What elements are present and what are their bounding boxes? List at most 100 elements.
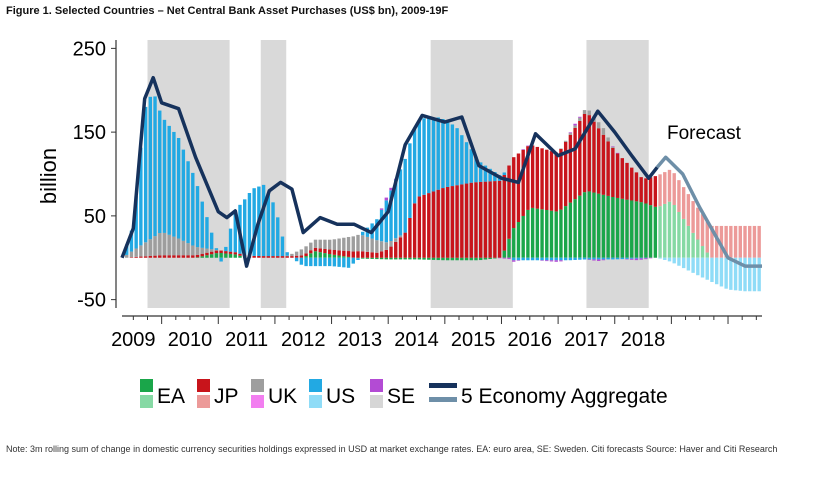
bar-jp-2009.72 — [200, 253, 204, 257]
shaded-period-1 — [260, 40, 287, 308]
aggregate-line — [120, 75, 762, 268]
bar-us-2017.05 — [615, 257, 620, 260]
bar-us-2009.47 — [186, 161, 190, 244]
bar-jp-2010.38 — [238, 253, 242, 256]
bar-jp-2016.05 — [559, 148, 563, 210]
bar-uk-2009.55 — [191, 245, 195, 256]
bar-ea-2012.13 — [337, 255, 341, 258]
bar-ea-2012.72 — [370, 257, 374, 259]
bar-uk-2016.22 — [568, 133, 573, 135]
bar-se-2016.38 — [578, 116, 582, 118]
bar-ea-2009.63 — [195, 257, 200, 258]
bar-se-2014.97 — [497, 257, 502, 259]
x-tick-label: 2017 — [564, 329, 609, 351]
bar-us-2019.55 — [757, 257, 761, 292]
bar-uk-2012.13 — [337, 238, 341, 251]
bar-us-2016.88 — [606, 257, 610, 260]
bar-jp-2017.88 — [663, 172, 667, 204]
bar-jp-2014.88 — [493, 181, 497, 258]
bar-jp-2019.47 — [752, 225, 757, 258]
bar-us-2016.55 — [587, 257, 591, 260]
bar-us-2015.63 — [535, 257, 540, 261]
bar-ea-2016.88 — [606, 195, 610, 258]
bar-us-2009.30 — [176, 137, 181, 239]
bar-jp-2016.55 — [587, 115, 591, 192]
bar-ea-2012.22 — [342, 256, 346, 258]
bar-us-2017.13 — [620, 257, 624, 260]
bar-us-2012.97 — [384, 200, 389, 243]
bar-us-2010.13 — [224, 246, 228, 252]
bar-uk-2009.30 — [176, 238, 181, 256]
bar-ea-2018.22 — [681, 218, 686, 258]
bar-ea-2013.63 — [422, 257, 426, 260]
bar-jp-2012.47 — [356, 251, 360, 258]
bar-us-2013.97 — [441, 119, 445, 189]
bar-us-2018.47 — [696, 257, 700, 276]
bar-ea-2015.97 — [554, 211, 558, 258]
bar-jp-2013.80 — [431, 191, 436, 258]
bar-us-2008.88 — [153, 96, 157, 237]
bar-us-2013.63 — [422, 118, 426, 195]
bar-jp-2011.38 — [294, 255, 299, 258]
bar-ea-2014.55 — [474, 257, 478, 261]
bar-us-2012.05 — [332, 257, 337, 267]
bar-us-2013.22 — [398, 169, 403, 236]
bar-jp-2015.05 — [502, 175, 506, 251]
bar-jp-2012.30 — [346, 251, 351, 257]
bar-us-2017.30 — [630, 257, 634, 259]
bar-jp-2013.55 — [417, 196, 422, 258]
bar-us-2010.97 — [271, 202, 275, 257]
bar-jp-2018.47 — [696, 207, 700, 240]
bar-uk-2008.72 — [143, 242, 148, 257]
bar-us-2011.22 — [285, 252, 289, 256]
bar-us-2018.63 — [705, 257, 709, 280]
bar-uk-2008.97 — [158, 233, 162, 256]
bar-jp-2011.05 — [276, 256, 280, 258]
bar-jp-2011.63 — [309, 250, 313, 254]
bar-uk-2009.38 — [181, 240, 186, 256]
bar-ea-2016.97 — [611, 197, 615, 258]
x-tick-label: 2012 — [281, 329, 326, 351]
x-tick-label: 2014 — [394, 329, 439, 351]
bar-se-2015.80 — [545, 260, 549, 262]
bar-ea-2015.30 — [516, 222, 521, 258]
bar-ea-2012.63 — [365, 257, 370, 259]
bar-jp-2010.13 — [224, 251, 228, 254]
bar-ea-2011.63 — [309, 253, 313, 258]
bar-jp-2015.55 — [530, 145, 535, 208]
bar-jp-2013.38 — [408, 217, 412, 258]
bar-ea-2017.80 — [658, 206, 662, 258]
bar-us-2019.05 — [729, 257, 733, 290]
bar-se-2017.38 — [634, 258, 639, 261]
bar-jp-2015.38 — [521, 149, 525, 216]
bar-jp-2018.30 — [686, 194, 691, 226]
bar-ea-2015.80 — [545, 210, 549, 258]
bar-ea-2009.88 — [209, 254, 214, 258]
bar-jp-2012.22 — [342, 250, 346, 257]
bar-se-2015.13 — [507, 257, 511, 260]
bar-ea-2011.80 — [318, 252, 322, 258]
bar-jp-2011.13 — [280, 256, 285, 258]
bar-us-2013.38 — [408, 143, 412, 218]
bar-ea-2017.88 — [663, 203, 667, 258]
bar-se-2015.30 — [516, 260, 521, 261]
figure-title: Figure 1. Selected Countries – Net Centr… — [6, 5, 449, 17]
bar-ea-2010.05 — [219, 253, 223, 258]
aggregate-line-history — [120, 75, 659, 268]
bar-us-2010.22 — [228, 228, 233, 252]
bar-ea-2015.47 — [526, 209, 530, 258]
bar-ea-2009.80 — [205, 255, 209, 258]
bar-ea-2017.63 — [648, 205, 653, 258]
bar-ea-2017.55 — [644, 203, 648, 258]
bar-us-2014.38 — [464, 142, 469, 184]
bar-us-2015.72 — [540, 257, 544, 261]
legend-swatch-aggregate — [429, 383, 457, 388]
bar-se-2015.22 — [512, 260, 516, 262]
x-tick-label: 2009 — [111, 329, 156, 351]
bar-ea-2014.88 — [493, 257, 497, 259]
bar-us-2015.30 — [516, 257, 521, 261]
bar-ea-2017.13 — [620, 198, 624, 258]
bar-ea-2012.97 — [384, 257, 389, 260]
bar-uk-2013.05 — [389, 241, 393, 247]
